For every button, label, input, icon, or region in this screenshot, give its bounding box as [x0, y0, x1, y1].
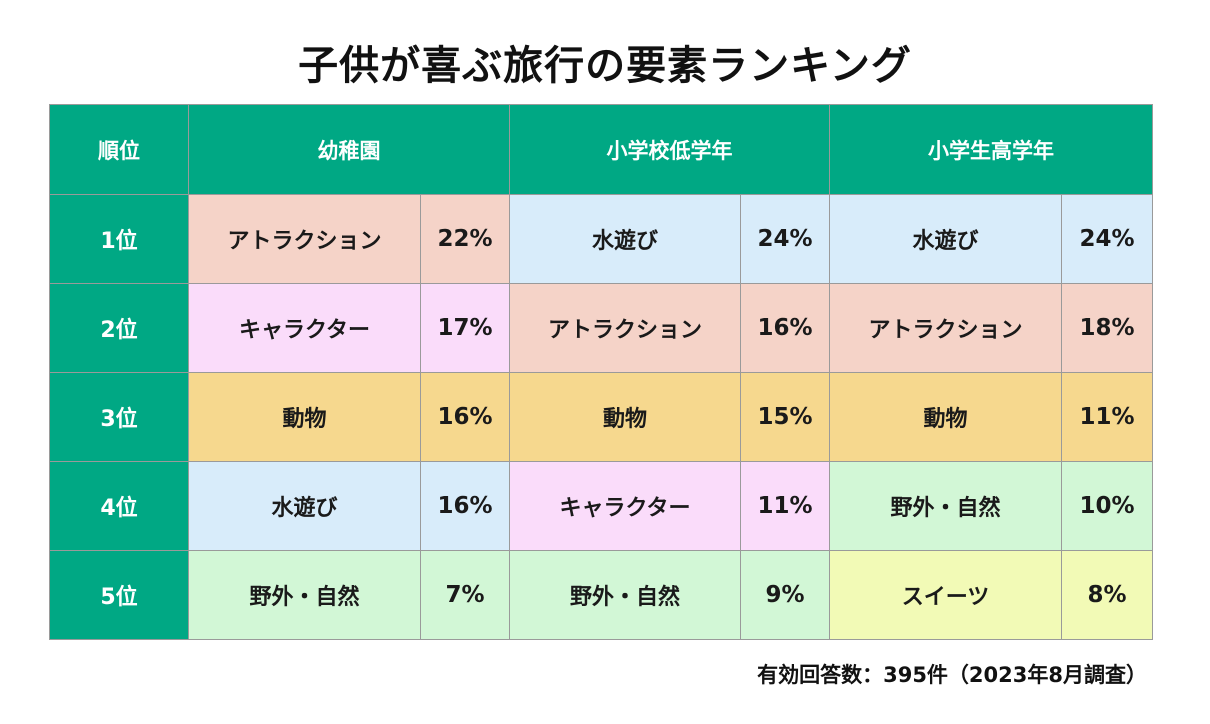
rank-cell: 5位 — [49, 550, 189, 640]
header-upper-elementary: 小学生高学年 — [829, 104, 1153, 195]
survey-note: 有効回答数：395件（2023年8月調査） — [757, 663, 1147, 687]
percent-cell: 24% — [1061, 194, 1153, 284]
item-cell: アトラクション — [829, 283, 1062, 373]
percent-cell: 7% — [420, 550, 510, 640]
item-cell: 水遊び — [188, 461, 421, 551]
table-row: 2位 キャラクター 17% アトラクション 16% アトラクション 18% — [49, 283, 1153, 373]
item-cell: 動物 — [509, 372, 741, 462]
percent-cell: 8% — [1061, 550, 1153, 640]
header-kindergarten: 幼稚園 — [188, 104, 510, 195]
item-cell: 野外・自然 — [188, 550, 421, 640]
header-rank: 順位 — [49, 104, 189, 195]
item-cell: 動物 — [188, 372, 421, 462]
ranking-table: 順位 幼稚園 小学校低学年 小学生高学年 1位 アトラクション 22% 水遊び … — [49, 104, 1153, 640]
table-row: 4位 水遊び 16% キャラクター 11% 野外・自然 10% — [49, 461, 1153, 551]
page-title: 子供が喜ぶ旅行の要素ランキング — [298, 43, 912, 89]
percent-cell: 16% — [420, 372, 510, 462]
rank-cell: 4位 — [49, 461, 189, 551]
item-cell: 野外・自然 — [829, 461, 1062, 551]
percent-cell: 10% — [1061, 461, 1153, 551]
percent-cell: 11% — [740, 461, 830, 551]
table-row: 3位 動物 16% 動物 15% 動物 11% — [49, 372, 1153, 462]
percent-cell: 16% — [740, 283, 830, 373]
percent-cell: 15% — [740, 372, 830, 462]
item-cell: スイーツ — [829, 550, 1062, 640]
table-row: 1位 アトラクション 22% 水遊び 24% 水遊び 24% — [49, 194, 1153, 284]
item-cell: 野外・自然 — [509, 550, 741, 640]
header-row: 順位 幼稚園 小学校低学年 小学生高学年 — [49, 104, 1153, 195]
percent-cell: 17% — [420, 283, 510, 373]
item-cell: キャラクター — [509, 461, 741, 551]
percent-cell: 22% — [420, 194, 510, 284]
percent-cell: 24% — [740, 194, 830, 284]
rank-cell: 2位 — [49, 283, 189, 373]
table-row: 5位 野外・自然 7% 野外・自然 9% スイーツ 8% — [49, 550, 1153, 640]
percent-cell: 11% — [1061, 372, 1153, 462]
percent-cell: 9% — [740, 550, 830, 640]
item-cell: 水遊び — [829, 194, 1062, 284]
item-cell: アトラクション — [188, 194, 421, 284]
percent-cell: 18% — [1061, 283, 1153, 373]
item-cell: キャラクター — [188, 283, 421, 373]
percent-cell: 16% — [420, 461, 510, 551]
item-cell: 動物 — [829, 372, 1062, 462]
item-cell: アトラクション — [509, 283, 741, 373]
item-cell: 水遊び — [509, 194, 741, 284]
header-lower-elementary: 小学校低学年 — [509, 104, 830, 195]
rank-cell: 1位 — [49, 194, 189, 284]
rank-cell: 3位 — [49, 372, 189, 462]
